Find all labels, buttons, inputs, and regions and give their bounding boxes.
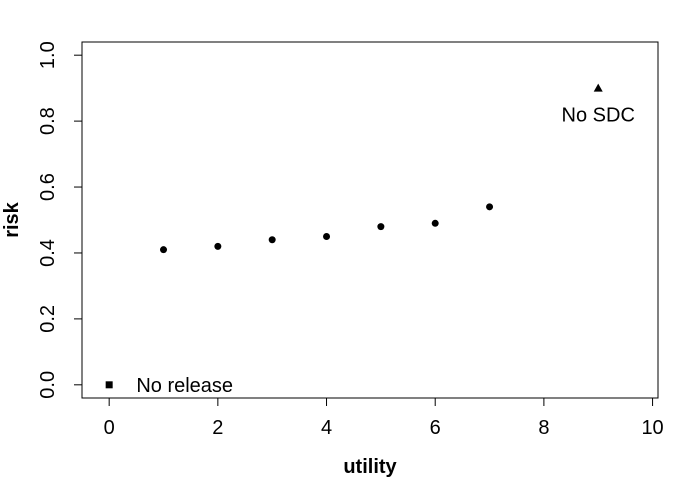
x-tick-label: 10 [641, 417, 663, 439]
data-point-triangle [593, 83, 603, 92]
x-tick-label: 8 [538, 417, 549, 439]
x-axis: 0 2 4 6 8 10 [104, 397, 664, 439]
y-tick-label: 1.0 [37, 41, 59, 69]
x-axis-title: utility [343, 456, 397, 478]
data-point-square [105, 381, 113, 389]
data-point [486, 203, 494, 211]
data-point [323, 232, 331, 240]
data-point [431, 219, 439, 227]
x-tick-label: 0 [104, 417, 115, 439]
data-points [105, 83, 603, 389]
y-tick-label: 0.8 [37, 107, 59, 135]
plot-frame [81, 41, 659, 399]
data-point [214, 242, 222, 250]
annotations: No release No SDC [136, 105, 635, 397]
y-tick-label: 0.6 [37, 173, 59, 201]
x-tick-label: 2 [212, 417, 223, 439]
x-tick-label: 4 [321, 417, 332, 439]
y-axis-title: risk [1, 201, 23, 237]
x-tick-label: 6 [430, 417, 441, 439]
y-tick-label: 0.4 [37, 239, 59, 267]
y-tick-label: 0.0 [37, 371, 59, 399]
y-tick-label: 0.2 [37, 305, 59, 333]
annotation-label: No release [136, 375, 233, 397]
data-point [377, 223, 385, 231]
y-axis: 0.0 0.2 0.4 0.6 0.8 1.0 [37, 41, 83, 399]
data-point [160, 246, 168, 254]
data-point [268, 236, 276, 244]
annotation-label: No SDC [562, 105, 635, 127]
